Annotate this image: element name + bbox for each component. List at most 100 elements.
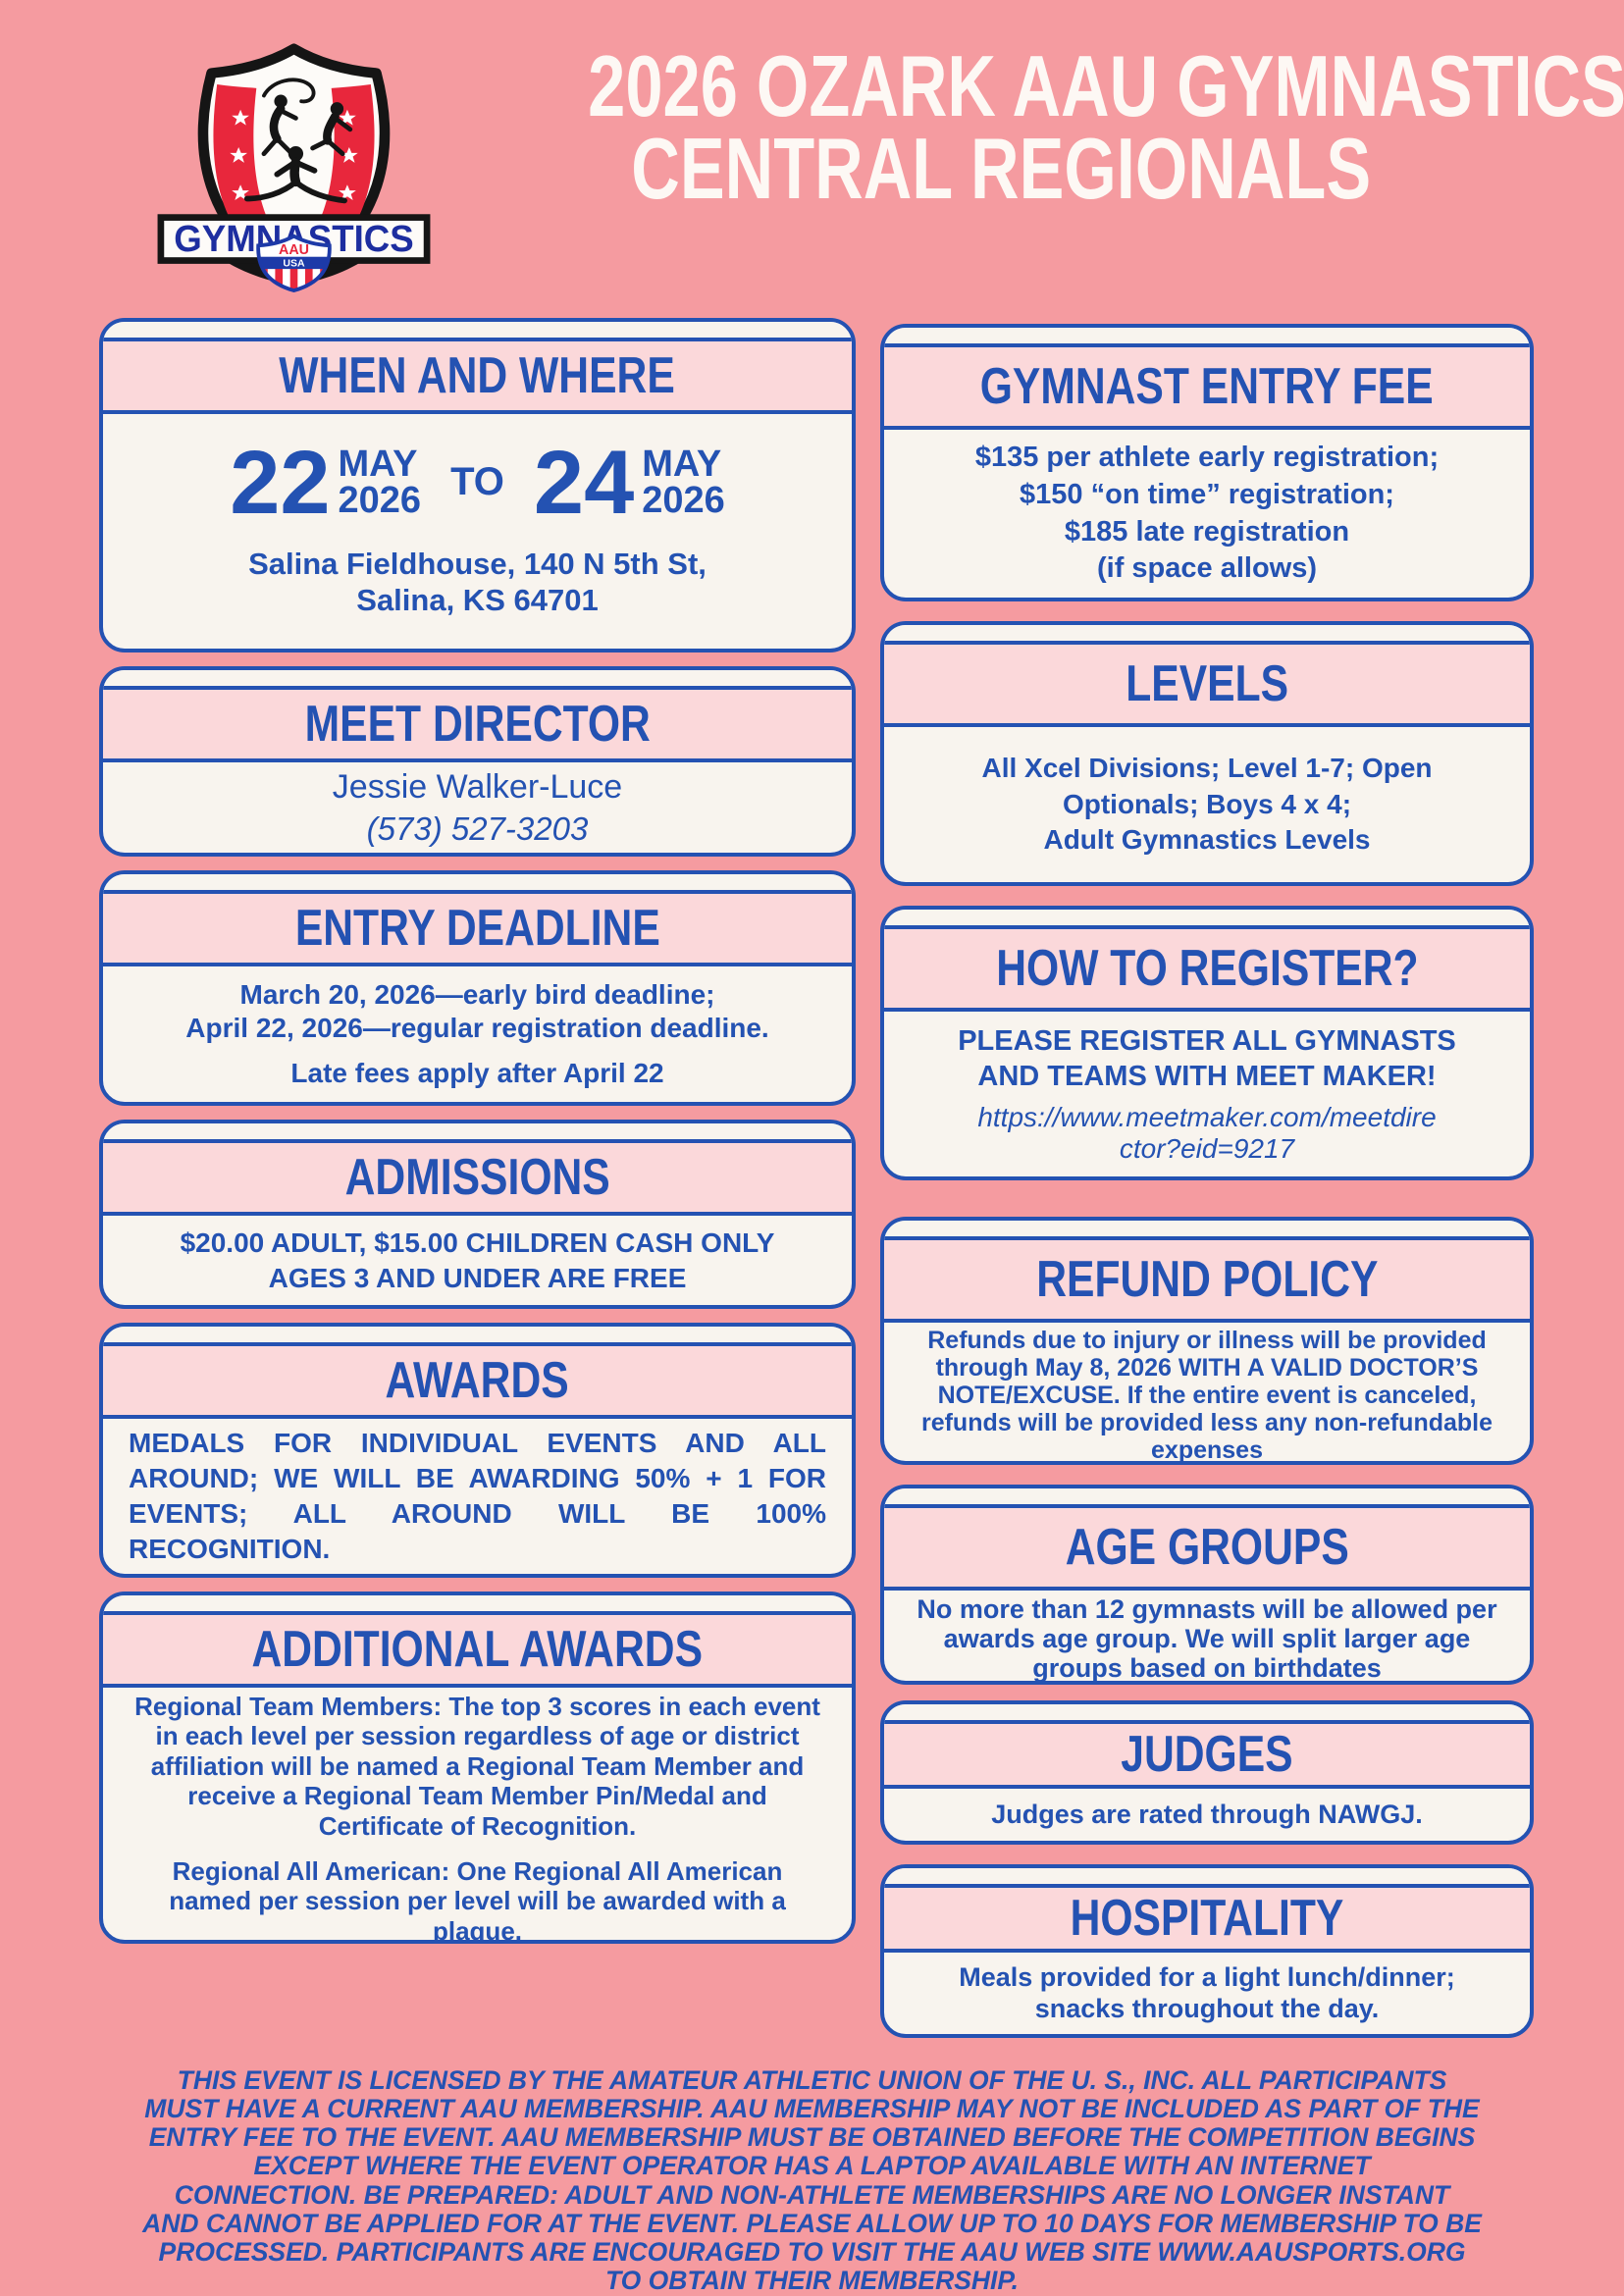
registration-url-link[interactable]: https://www.meetmaker.com/meetdire ctor?… bbox=[977, 1102, 1436, 1165]
card-header-band: WHEN AND WHERE bbox=[103, 341, 852, 414]
card-title: ADMISSIONS bbox=[344, 1149, 610, 1206]
fee-line-1: $135 per athlete early registration; bbox=[974, 442, 1440, 474]
judges-text: Judges are rated through NAWGJ. bbox=[991, 1799, 1423, 1829]
card-body: Refunds due to injury or illness will be… bbox=[884, 1323, 1530, 1461]
end-year: 2026 bbox=[642, 479, 725, 521]
card-body: Judges are rated through NAWGJ. bbox=[884, 1789, 1530, 1841]
card-top-strip bbox=[103, 1123, 852, 1143]
card-levels: LEVELS All Xcel Divisions; Level 1-7; Op… bbox=[880, 621, 1534, 886]
card-body: All Xcel Divisions; Level 1-7; Open Opti… bbox=[884, 727, 1530, 882]
card-body: March 20, 2026—early bird deadline; Apri… bbox=[103, 966, 852, 1102]
footer-line-2: MUST HAVE A CURRENT AAU MEMBERSHIP. AAU … bbox=[144, 2094, 1480, 2124]
card-additional-awards: ADDITIONAL AWARDS Regional Team Members:… bbox=[99, 1592, 856, 1944]
start-day: 22 bbox=[230, 432, 331, 533]
card-title: LEVELS bbox=[1126, 655, 1288, 712]
card-body: No more than 12 gymnasts will be allowed… bbox=[884, 1591, 1530, 1684]
card-top-strip bbox=[103, 322, 852, 341]
card-header-band: ADMISSIONS bbox=[103, 1143, 852, 1216]
levels-line-1: All Xcel Divisions; Level 1-7; Open bbox=[981, 752, 1433, 783]
poster-title-line-2: CENTRAL REGIONALS bbox=[631, 119, 1371, 217]
card-gymnast-entry-fee: GYMNAST ENTRY FEE $135 per athlete early… bbox=[880, 324, 1534, 601]
additional-awards-paragraph-2: Regional All American: One Regional All … bbox=[169, 1856, 786, 1944]
badge-outline bbox=[256, 234, 332, 292]
age-groups-text: No more than 12 gymnasts will be allowed… bbox=[917, 1594, 1497, 1684]
registration-url-line-1: https://www.meetmaker.com/meetdire bbox=[977, 1102, 1437, 1133]
poster-title: 2026 OZARK AAU GYMNASTICS CENTRAL REGION… bbox=[442, 43, 1624, 217]
card-top-strip bbox=[884, 625, 1530, 645]
badge-usa-text: USA bbox=[283, 258, 305, 270]
card-body: Regional Team Members: The top 3 scores … bbox=[103, 1688, 852, 1944]
gymnast-silhouettes-icon bbox=[243, 78, 353, 204]
card-body: 22 MAY 2026 TO 24 MAY 2026 Salina Fieldh… bbox=[103, 414, 852, 649]
card-title: HOSPITALITY bbox=[1070, 1890, 1344, 1947]
card-header-band: LEVELS bbox=[884, 645, 1530, 727]
card-title: ENTRY DEADLINE bbox=[294, 900, 660, 957]
card-top-strip bbox=[884, 1221, 1530, 1240]
card-title: AWARDS bbox=[385, 1352, 570, 1409]
card-top-strip bbox=[103, 874, 852, 894]
meet-director-name: Jessie Walker-Luce bbox=[332, 768, 623, 807]
card-title: ADDITIONAL AWARDS bbox=[251, 1621, 704, 1678]
levels-line-3: Adult Gymnastics Levels bbox=[1043, 824, 1371, 856]
aau-license-disclaimer: THIS EVENT IS LICENSED BY THE AMATEUR AT… bbox=[74, 2065, 1550, 2295]
card-header-band: GYMNAST ENTRY FEE bbox=[884, 347, 1530, 430]
card-age-groups: AGE GROUPS No more than 12 gymnasts will… bbox=[880, 1485, 1534, 1685]
card-title: REFUND POLICY bbox=[1035, 1251, 1379, 1308]
address-line-2: Salina, KS 64701 bbox=[356, 582, 599, 617]
footer-line-5: CONNECTION. BE PREPARED: ADULT AND NON-A… bbox=[174, 2179, 1450, 2210]
footer-line-7: PROCESSED. PARTICIPANTS ARE ENCOURAGED T… bbox=[158, 2236, 1466, 2267]
register-line-2: AND TEAMS WITH MEET MAKER! bbox=[977, 1060, 1437, 1092]
fee-line-2: $150 “on time” registration; bbox=[1020, 478, 1394, 510]
levels-line-2: Optionals; Boys 4 x 4; bbox=[1062, 788, 1352, 819]
card-body: Jessie Walker-Luce (573) 527-3203 bbox=[103, 762, 852, 853]
card-how-to-register: HOW TO REGISTER? PLEASE REGISTER ALL GYM… bbox=[880, 906, 1534, 1180]
card-hospitality: HOSPITALITY Meals provided for a light l… bbox=[880, 1864, 1534, 2038]
aau-gymnastics-logo: GYMNASTICS USA AAU bbox=[157, 43, 431, 292]
card-title: JUDGES bbox=[1121, 1726, 1293, 1783]
card-title: HOW TO REGISTER? bbox=[995, 940, 1419, 997]
footer-line-6: AND CANNOT BE APPLIED FOR AT THE EVENT. … bbox=[142, 2208, 1482, 2238]
register-line-1: PLEASE REGISTER ALL GYMNASTS bbox=[958, 1024, 1456, 1057]
card-refund-policy: REFUND POLICY Refunds due to injury or i… bbox=[880, 1217, 1534, 1465]
card-top-strip bbox=[884, 1868, 1530, 1888]
end-day: 24 bbox=[533, 432, 635, 533]
card-header-band: ADDITIONAL AWARDS bbox=[103, 1615, 852, 1688]
to-label: TO bbox=[450, 460, 504, 504]
card-header-band: HOW TO REGISTER? bbox=[884, 929, 1530, 1012]
card-header-band: JUDGES bbox=[884, 1724, 1530, 1789]
fee-line-3: $185 late registration bbox=[1064, 515, 1350, 548]
additional-awards-paragraph-1: Regional Team Members: The top 3 scores … bbox=[134, 1692, 820, 1841]
card-header-band: MEET DIRECTOR bbox=[103, 690, 852, 762]
address-line-1: Salina Fieldhouse, 140 N 5th St, bbox=[248, 547, 707, 582]
end-month-year: MAY 2026 bbox=[642, 443, 725, 521]
date-range: 22 MAY 2026 TO 24 MAY 2026 bbox=[230, 432, 725, 533]
card-awards: AWARDS MEDALS FOR INDIVIDUAL EVENTS AND … bbox=[99, 1323, 856, 1578]
poster-title-line-1: 2026 OZARK AAU GYMNASTICS bbox=[588, 37, 1624, 134]
card-entry-deadline: ENTRY DEADLINE March 20, 2026—early bird… bbox=[99, 870, 856, 1106]
end-month: MAY bbox=[642, 443, 722, 485]
awards-text: MEDALS FOR INDIVIDUAL EVENTS AND ALL ARO… bbox=[129, 1428, 826, 1564]
left-column: WHEN AND WHERE 22 MAY 2026 TO 24 MAY 202… bbox=[99, 318, 856, 1957]
admissions-line-2: AGES 3 AND UNDER ARE FREE bbox=[268, 1262, 687, 1293]
admissions-line-1: $20.00 ADULT, $15.00 CHILDREN CASH ONLY bbox=[180, 1226, 775, 1258]
start-month: MAY bbox=[338, 443, 418, 485]
hospitality-line-1: Meals provided for a light lunch/dinner; bbox=[959, 1961, 1455, 1992]
venue-address: Salina Fieldhouse, 140 N 5th St, Salina,… bbox=[248, 547, 707, 618]
badge-aau-text: AAU bbox=[279, 242, 309, 258]
footer-line-3: ENTRY FEE TO THE EVENT. AAU MEMBERSHIP M… bbox=[148, 2122, 1476, 2153]
deadline-line-3: Late fees apply after April 22 bbox=[290, 1058, 664, 1089]
footer-line-4: EXCEPT WHERE THE EVENT OPERATOR HAS A LA… bbox=[253, 2151, 1371, 2181]
footer-line-1: THIS EVENT IS LICENSED BY THE AMATEUR AT… bbox=[177, 2065, 1447, 2095]
card-top-strip bbox=[884, 1488, 1530, 1508]
start-month-year: MAY 2026 bbox=[338, 443, 422, 519]
right-column: GYMNAST ENTRY FEE $135 per athlete early… bbox=[880, 324, 1534, 2058]
card-top-strip bbox=[884, 328, 1530, 347]
card-admissions: ADMISSIONS $20.00 ADULT, $15.00 CHILDREN… bbox=[99, 1120, 856, 1309]
deadline-line-2: April 22, 2026—regular registration dead… bbox=[185, 1012, 769, 1043]
card-top-strip bbox=[884, 910, 1530, 929]
fee-line-4: (if space allows) bbox=[1096, 552, 1317, 585]
card-body: $20.00 ADULT, $15.00 CHILDREN CASH ONLY … bbox=[103, 1216, 852, 1305]
card-header-band: ENTRY DEADLINE bbox=[103, 894, 852, 966]
card-body: $135 per athlete early registration; $15… bbox=[884, 430, 1530, 598]
